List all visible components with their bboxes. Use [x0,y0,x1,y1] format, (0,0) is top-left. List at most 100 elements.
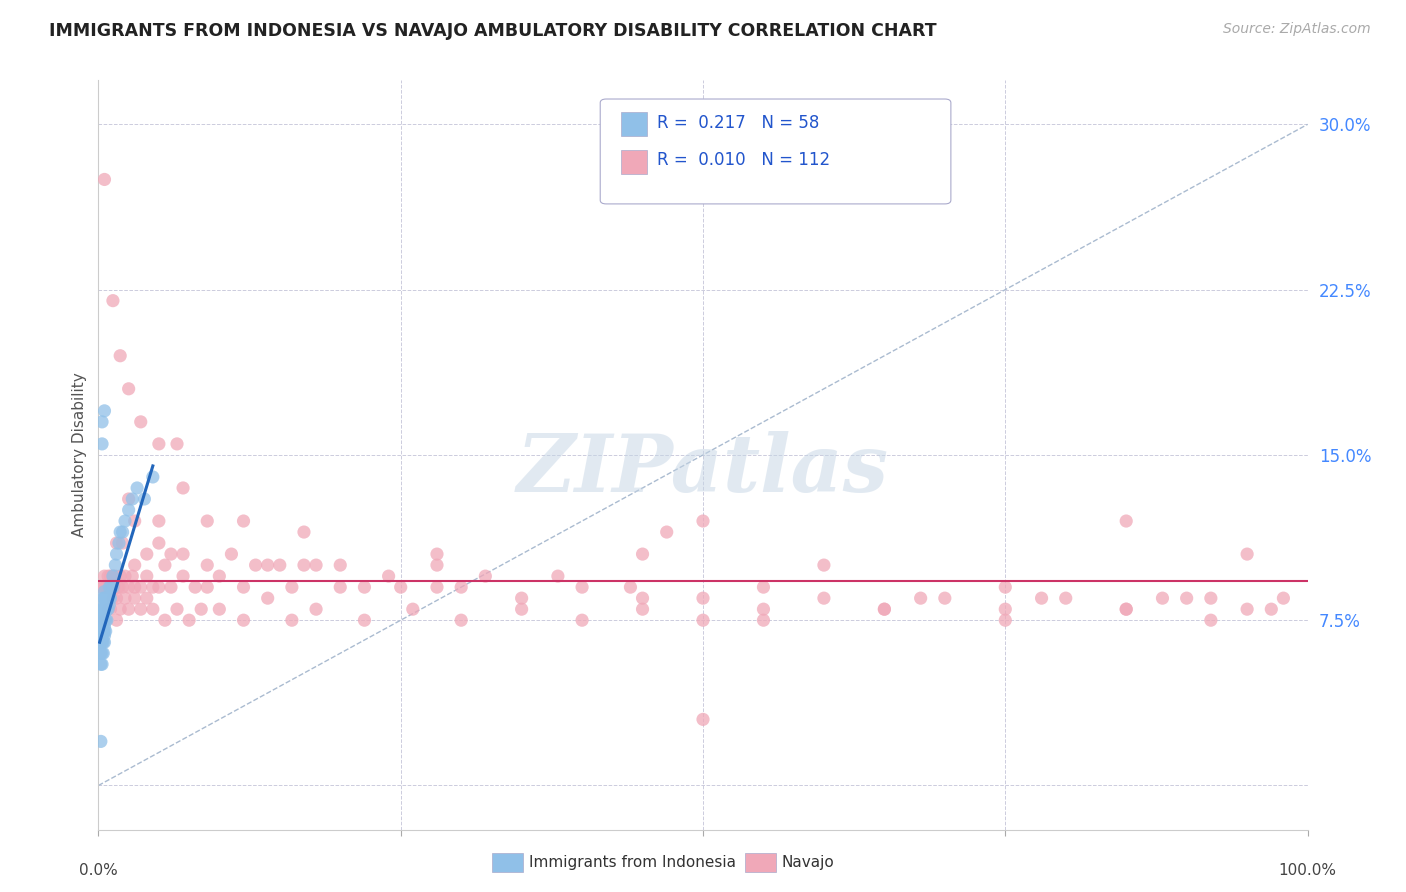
Point [93,613,115,627]
Point [100,580,122,594]
Point [195,580,218,594]
Text: IMMIGRANTS FROM INDONESIA VS NAVAJO AMBULATORY DISABILITY CORRELATION CHART: IMMIGRANTS FROM INDONESIA VS NAVAJO AMBU… [49,22,936,40]
Point [256,591,278,606]
Point [571,580,593,594]
Point [118,602,141,616]
Point [111,536,134,550]
Point [101,293,124,308]
Point [631,591,654,606]
Point [91,437,114,451]
Point [91,624,114,639]
Point [134,491,156,506]
Point [91,624,114,639]
Point [305,558,328,573]
Point [450,613,472,627]
Point [873,602,896,616]
Point [172,547,194,561]
Point [148,536,170,550]
Point [245,558,267,573]
Point [91,629,114,643]
Point [1115,602,1137,616]
Point [124,558,146,573]
Point [90,635,112,649]
Point [619,580,641,594]
Point [221,547,243,561]
Point [98,580,121,594]
Point [281,580,304,594]
Point [108,536,131,550]
Point [135,591,157,606]
Point [148,580,170,594]
Point [232,613,254,627]
Point [1260,602,1282,616]
Point [124,514,146,528]
Point [292,558,315,573]
Point [142,580,165,594]
Point [256,558,278,573]
Point [108,349,131,363]
Point [90,657,112,672]
Point [232,580,254,594]
Point [692,514,714,528]
Y-axis label: Ambulatory Disability: Ambulatory Disability [72,373,87,537]
Point [108,602,131,616]
Point [1054,591,1077,606]
Point [114,569,136,583]
Point [692,591,714,606]
Point [166,602,188,616]
Point [127,481,149,495]
Point [1199,591,1222,606]
Point [1115,602,1137,616]
Point [94,624,117,639]
Point [195,514,218,528]
Point [93,607,115,621]
Point [389,580,412,594]
Point [91,613,114,627]
Point [124,591,146,606]
Point [91,591,114,606]
Point [135,569,157,583]
Point [1031,591,1053,606]
Point [91,580,114,594]
Point [91,613,114,627]
Point [91,602,114,616]
Point [98,598,121,612]
Point [179,613,201,627]
Point [93,629,115,643]
Point [121,569,143,583]
Point [105,613,128,627]
Point [1272,591,1295,606]
Point [329,558,352,573]
Point [124,580,146,594]
Point [571,613,593,627]
Point [91,607,114,621]
Point [172,481,194,495]
Point [148,514,170,528]
Point [91,415,114,429]
Point [111,580,134,594]
Point [813,591,835,606]
Point [93,635,115,649]
Point [160,547,183,561]
Point [91,602,114,616]
Text: 0.0%: 0.0% [79,863,118,878]
Point [426,547,449,561]
Point [96,613,118,627]
FancyBboxPatch shape [621,112,647,136]
Point [118,580,141,594]
Point [166,437,188,451]
Point [118,382,141,396]
Point [934,591,956,606]
Point [98,591,121,606]
Point [752,613,775,627]
Point [93,598,115,612]
Point [1236,602,1258,616]
Point [105,536,128,550]
Point [93,569,115,583]
Point [101,591,124,606]
Point [208,602,231,616]
Point [94,602,117,616]
Point [153,558,176,573]
Point [97,602,120,616]
Point [93,624,115,639]
